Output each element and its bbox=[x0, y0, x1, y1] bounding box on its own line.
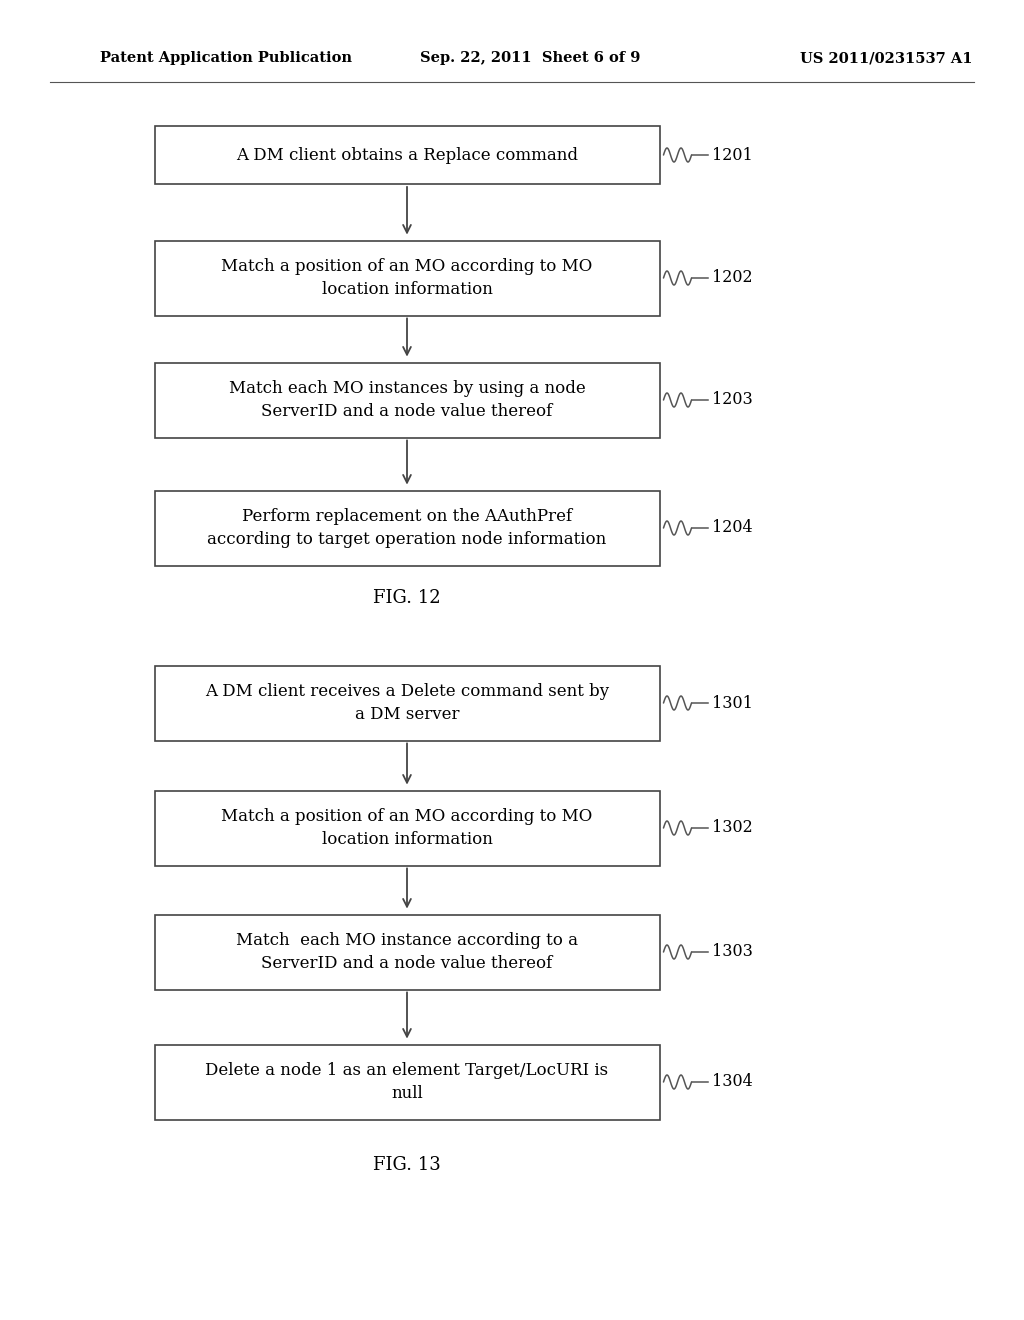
FancyBboxPatch shape bbox=[155, 791, 659, 866]
Text: FIG. 13: FIG. 13 bbox=[373, 1156, 441, 1173]
FancyBboxPatch shape bbox=[155, 125, 659, 183]
FancyBboxPatch shape bbox=[155, 363, 659, 437]
Text: US 2011/0231537 A1: US 2011/0231537 A1 bbox=[800, 51, 973, 65]
Text: 1202: 1202 bbox=[713, 269, 753, 286]
Text: Perform replacement on the AAuthPref
according to target operation node informat: Perform replacement on the AAuthPref acc… bbox=[208, 508, 606, 548]
Text: A DM client obtains a Replace command: A DM client obtains a Replace command bbox=[236, 147, 578, 164]
Text: Match a position of an MO according to MO
location information: Match a position of an MO according to M… bbox=[221, 257, 593, 298]
Text: A DM client receives a Delete command sent by
a DM server: A DM client receives a Delete command se… bbox=[205, 682, 609, 723]
Text: Sep. 22, 2011  Sheet 6 of 9: Sep. 22, 2011 Sheet 6 of 9 bbox=[420, 51, 640, 65]
FancyBboxPatch shape bbox=[155, 665, 659, 741]
Text: Match each MO instances by using a node
ServerID and a node value thereof: Match each MO instances by using a node … bbox=[228, 380, 586, 420]
Text: FIG. 12: FIG. 12 bbox=[373, 589, 440, 607]
Text: Patent Application Publication: Patent Application Publication bbox=[100, 51, 352, 65]
Text: 1301: 1301 bbox=[713, 694, 754, 711]
Text: 1302: 1302 bbox=[713, 820, 754, 837]
Text: 1304: 1304 bbox=[713, 1073, 754, 1090]
Text: 1204: 1204 bbox=[713, 520, 753, 536]
Text: 1303: 1303 bbox=[713, 944, 754, 961]
FancyBboxPatch shape bbox=[155, 491, 659, 565]
Text: 1201: 1201 bbox=[713, 147, 754, 164]
FancyBboxPatch shape bbox=[155, 1044, 659, 1119]
Text: Delete a node 1 as an element Target/LocURI is
null: Delete a node 1 as an element Target/Loc… bbox=[206, 1061, 608, 1102]
Text: Match a position of an MO according to MO
location information: Match a position of an MO according to M… bbox=[221, 808, 593, 849]
Text: 1203: 1203 bbox=[713, 392, 754, 408]
FancyBboxPatch shape bbox=[155, 240, 659, 315]
FancyBboxPatch shape bbox=[155, 915, 659, 990]
Text: Match  each MO instance according to a
ServerID and a node value thereof: Match each MO instance according to a Se… bbox=[236, 932, 578, 973]
